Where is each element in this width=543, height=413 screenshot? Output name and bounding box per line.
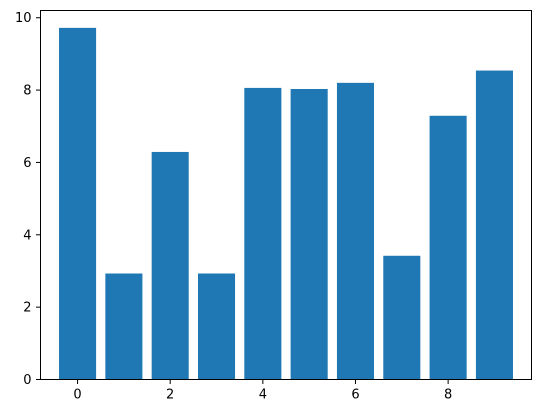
bar-9 — [475, 70, 513, 380]
x-tick-label: 8 — [444, 388, 452, 403]
y-tick-label: 6 — [23, 156, 31, 171]
bar-7 — [383, 255, 421, 380]
x-tick-label: 6 — [351, 388, 359, 403]
bars-layer — [59, 27, 513, 380]
bar-1 — [105, 273, 143, 380]
bar-4 — [244, 87, 282, 380]
bar-5 — [290, 89, 328, 380]
y-tick-label: 2 — [23, 301, 31, 316]
bar-3 — [197, 273, 236, 380]
y-tick-label: 0 — [23, 373, 31, 388]
y-tick-label: 8 — [23, 84, 31, 99]
plot-frame — [40, 10, 532, 380]
y-axis: 0 2 4 6 8 10 — [15, 11, 41, 388]
plot-border — [40, 10, 532, 380]
y-tick-label: 4 — [23, 228, 31, 243]
x-axis: 0 2 4 6 8 — [73, 379, 452, 403]
bar-8 — [429, 115, 467, 380]
bar-0 — [59, 27, 97, 380]
x-tick-label: 4 — [259, 388, 267, 403]
bar-6 — [336, 82, 375, 380]
bar-2 — [151, 151, 189, 380]
y-tick-label: 10 — [15, 11, 32, 26]
x-tick-label: 2 — [166, 388, 174, 403]
x-tick-label: 0 — [73, 388, 81, 403]
